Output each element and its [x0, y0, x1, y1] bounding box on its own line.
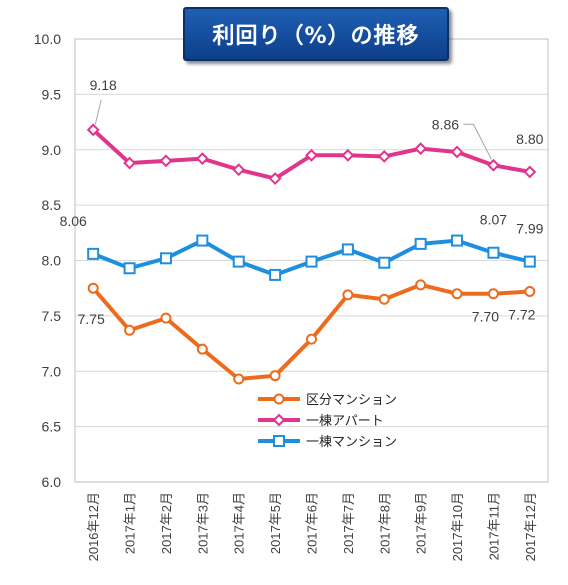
y-tick-label: 10.0 — [34, 31, 61, 47]
data-label: 7.75 — [78, 311, 105, 327]
series-2-point — [414, 142, 428, 156]
legend-marker — [273, 435, 285, 447]
series-1-point — [233, 373, 245, 385]
series-2-point — [232, 163, 246, 177]
series-1-point — [160, 312, 172, 324]
series-3-point — [123, 262, 136, 275]
x-tick-label: 2017年7月 — [341, 492, 356, 554]
series-3-point — [378, 256, 391, 269]
legend-marker — [272, 413, 286, 427]
y-tick-label: 9.0 — [42, 142, 62, 158]
series-2-point — [341, 148, 355, 162]
x-tick-label: 2017年8月 — [377, 492, 392, 554]
series-1-point — [451, 288, 463, 300]
x-tick-label: 2017年11月 — [486, 492, 501, 560]
series-3-point — [414, 237, 427, 250]
series-3-point — [451, 234, 464, 247]
data-label: 8.07 — [480, 212, 507, 228]
x-tick-label: 2016年12月 — [86, 492, 101, 561]
x-tick-label: 2017年12月 — [523, 492, 538, 561]
y-tick-label: 7.5 — [42, 308, 62, 324]
series-2-point — [159, 154, 173, 168]
y-tick-label: 9.5 — [42, 86, 62, 102]
x-tick-label: 2017年1月 — [123, 492, 138, 554]
series-2-point — [86, 123, 100, 137]
series-2-point — [123, 156, 136, 170]
data-label: 8.86 — [432, 116, 459, 132]
data-label: 8.06 — [60, 213, 87, 229]
leader-line — [463, 123, 492, 160]
x-tick-label: 2017年6月 — [305, 492, 320, 554]
series-1-point — [487, 288, 499, 300]
legend-label: 一棟マンション — [306, 435, 397, 450]
leader-line — [94, 99, 102, 125]
chart-title: 利回り（%）の推移 — [183, 7, 449, 61]
data-label: 7.70 — [472, 309, 499, 325]
series-2-point — [450, 145, 464, 159]
series-2-point — [487, 158, 500, 172]
series-1-point — [415, 279, 427, 291]
x-tick-label: 2017年4月 — [232, 492, 247, 554]
x-tick-label: 2017年2月 — [159, 492, 174, 554]
series-1-point — [124, 324, 136, 336]
x-tick-label: 2017年10月 — [450, 492, 465, 561]
series-3-point — [487, 246, 500, 259]
series-1-point — [87, 282, 99, 294]
series-1-point — [269, 370, 281, 382]
series-2-point — [268, 172, 282, 185]
series-3-point — [341, 243, 354, 256]
series-3-point — [305, 255, 318, 268]
legend-marker — [273, 393, 285, 405]
y-tick-label: 8.5 — [42, 197, 62, 213]
series-3-point — [523, 255, 536, 268]
series-2-point — [195, 152, 209, 166]
series-1-point — [342, 289, 354, 301]
series-2-point — [305, 148, 318, 162]
data-label: 9.18 — [90, 77, 117, 93]
legend-label: 一棟アパート — [306, 414, 384, 429]
y-tick-label: 8.0 — [42, 253, 62, 269]
x-tick-label: 2017年9月 — [414, 492, 429, 554]
series-1-point — [524, 286, 536, 298]
x-tick-label: 2017年5月 — [268, 492, 283, 554]
series-3-point — [196, 234, 209, 247]
series-3-point — [87, 247, 100, 260]
series-1-point — [306, 333, 317, 345]
series-1-point — [196, 343, 208, 355]
series-2-point — [523, 165, 537, 179]
y-tick-label: 6.0 — [42, 474, 62, 490]
series-3-point — [269, 268, 282, 281]
legend-label: 区分マンション — [306, 393, 397, 408]
data-label: 7.99 — [516, 221, 543, 237]
series-2-point — [377, 149, 391, 163]
series-1-point — [378, 293, 390, 305]
data-label: 8.80 — [516, 131, 543, 147]
series-3-point — [232, 255, 245, 268]
series-3-point — [159, 252, 172, 265]
series-line-1 — [91, 282, 532, 382]
y-tick-label: 7.0 — [42, 363, 62, 379]
x-tick-label: 2017年3月 — [195, 492, 210, 554]
y-tick-label: 6.5 — [42, 419, 62, 435]
data-label: 7.72 — [508, 307, 535, 323]
